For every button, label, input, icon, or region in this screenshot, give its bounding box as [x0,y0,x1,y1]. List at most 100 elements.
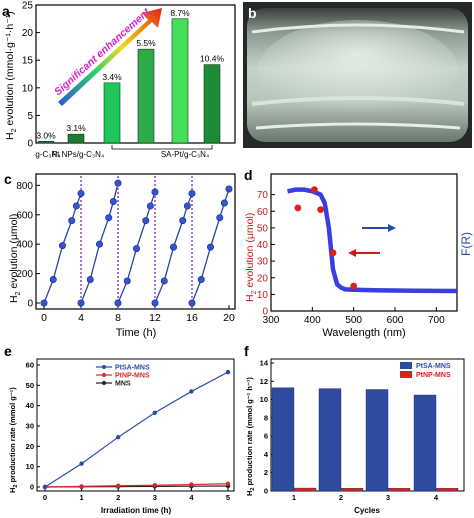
panel-d-ytick-label: 0 [262,307,268,318]
panel-d-xtick-label: 300 [263,315,280,326]
panel-a-group-bracket [111,145,213,150]
panel-f-bar [365,389,389,492]
panel-e-point [189,482,194,487]
panel-c-point [183,202,191,210]
panel-a-bar-label: 3.0% [36,130,56,140]
enhancement-arrow [58,8,162,106]
panel-e-point [116,434,121,440]
panel-d: d 300 400 500 600 700 0 10 20 30 40 50 60 70 H2 evol… [244,167,473,339]
panel-a-ytick-label: 20 [22,28,34,39]
panel-e-lines [42,369,231,490]
panel-a-bar [67,133,85,144]
panel-e-ytick-label: 0 [30,483,34,492]
panel-f-letter: f [244,343,249,359]
panel-c-ytick-label: 0 [27,299,33,310]
panel-c-point [142,217,150,225]
panel-f-ytick-label: 2 [264,468,268,477]
panel-c-point [133,245,141,253]
panel-c-ytick-label: 200 [16,269,33,280]
panel-c-xtick-label: 20 [223,312,235,324]
panel-d-xtick-label: 700 [428,315,445,326]
panel-c-point [40,299,48,307]
panel-e-ytick-label: 30 [26,422,34,431]
panel-a-letter: a [2,3,10,19]
panel-e-ytick-label: 50 [26,381,34,390]
panel-c-point [58,242,66,250]
panel-e-xlabel: Irradiation time (h) [101,506,172,515]
panel-f-legend-label: PtNP-MNS [416,372,451,379]
panel-e-ytick-label: 20 [26,442,34,451]
panel-d-ytick-label: 20 [257,273,269,284]
panel-c-point [114,179,122,187]
panel-d-point [329,249,337,257]
panel-c-frame [35,173,236,310]
panel-d-ylabel: H2 evolution (μmol) [244,213,258,302]
panel-e-point [116,483,121,488]
panel-a-bars [37,18,221,144]
panel-c-point [151,299,159,307]
panel-e-legend-label: PtSA-MNS [115,365,150,372]
panel-f-xlabel: Cycles [354,506,380,515]
panel-f-legend-swatch [400,371,412,378]
panel-e-point [225,481,231,486]
panel-f-xtick-label: 4 [434,493,439,502]
panel-c-point [170,243,178,251]
meniscus-bottom [251,96,465,106]
panel-e-legend-marker [102,373,106,377]
panel-f-bar [387,488,411,492]
panel-a-group-label: Pt NPs/g-C₃N₄ [52,150,104,159]
panel-e-xtick-label: 0 [43,493,47,502]
panel-d-point [311,186,318,194]
panel-a-ytick-label: 5 [27,111,33,122]
panel-d-point [350,282,358,290]
panel-e-xtick-label: 4 [189,493,194,502]
panel-f-ytick-label: 6 [264,432,268,441]
panel-e-letter: e [4,343,12,359]
panel-d-letter: d [244,167,253,183]
panel-e-point [42,484,48,490]
panel-f-ytick-label: 0 [264,487,268,496]
panel-c-point [160,277,168,285]
panel-c-point [123,277,131,285]
panel-f-xtick-label: 2 [339,493,343,502]
panel-f-ytick-label: 10 [260,395,268,404]
panel-c-point [68,217,76,225]
panel-c-xlabel: Time (h) [116,327,157,339]
panel-e-xtick-label: 3 [153,493,157,502]
panel-a-bar-label: 5.5% [136,38,156,48]
panel-e-series-line [44,483,229,488]
panel-e-point [225,369,231,375]
panel-e-ytick-label: 60 [26,361,34,370]
panel-e-legend-marker [102,365,106,369]
panel-a-group-label: SA-Pt/g-C₃N₄ [161,150,209,159]
panel-c-xtick-label: 4 [78,312,84,324]
panel-d-ytick-label: 10 [257,290,269,301]
panel-e-point [79,484,84,489]
panel-f-legend-label: PtSA-MNS [416,363,451,370]
panel-f-bars [271,387,459,492]
meniscus-top [251,23,465,34]
panel-f-bar [271,387,295,492]
panel-f-bar [340,488,364,492]
panel-c-xtick-label: 0 [41,312,47,324]
panel-a-bar-label: 3.1% [66,123,86,133]
panel-d-axes: 300 400 500 600 700 0 10 20 30 40 50 60 70 [257,190,445,326]
panel-c-ytick-label: 400 [16,240,33,251]
panel-c-point [207,243,215,251]
panel-e-legend-label: MNS [115,381,131,388]
panel-f-xtick-label: 3 [386,493,390,502]
panel-d-arrows [348,224,396,257]
panel-a-ytick-label: 0 [27,139,33,150]
panel-a-ylabel: H2 evolution (mmol·g⁻¹·h⁻¹) [4,11,18,140]
panel-f-bar [435,488,459,492]
panel-a-bar-label: 8.7% [170,8,190,18]
panel-f-ylabel: H2 production rate (mmol g⁻¹ h⁻¹) [245,377,256,496]
panel-e-legend-marker [102,381,106,385]
